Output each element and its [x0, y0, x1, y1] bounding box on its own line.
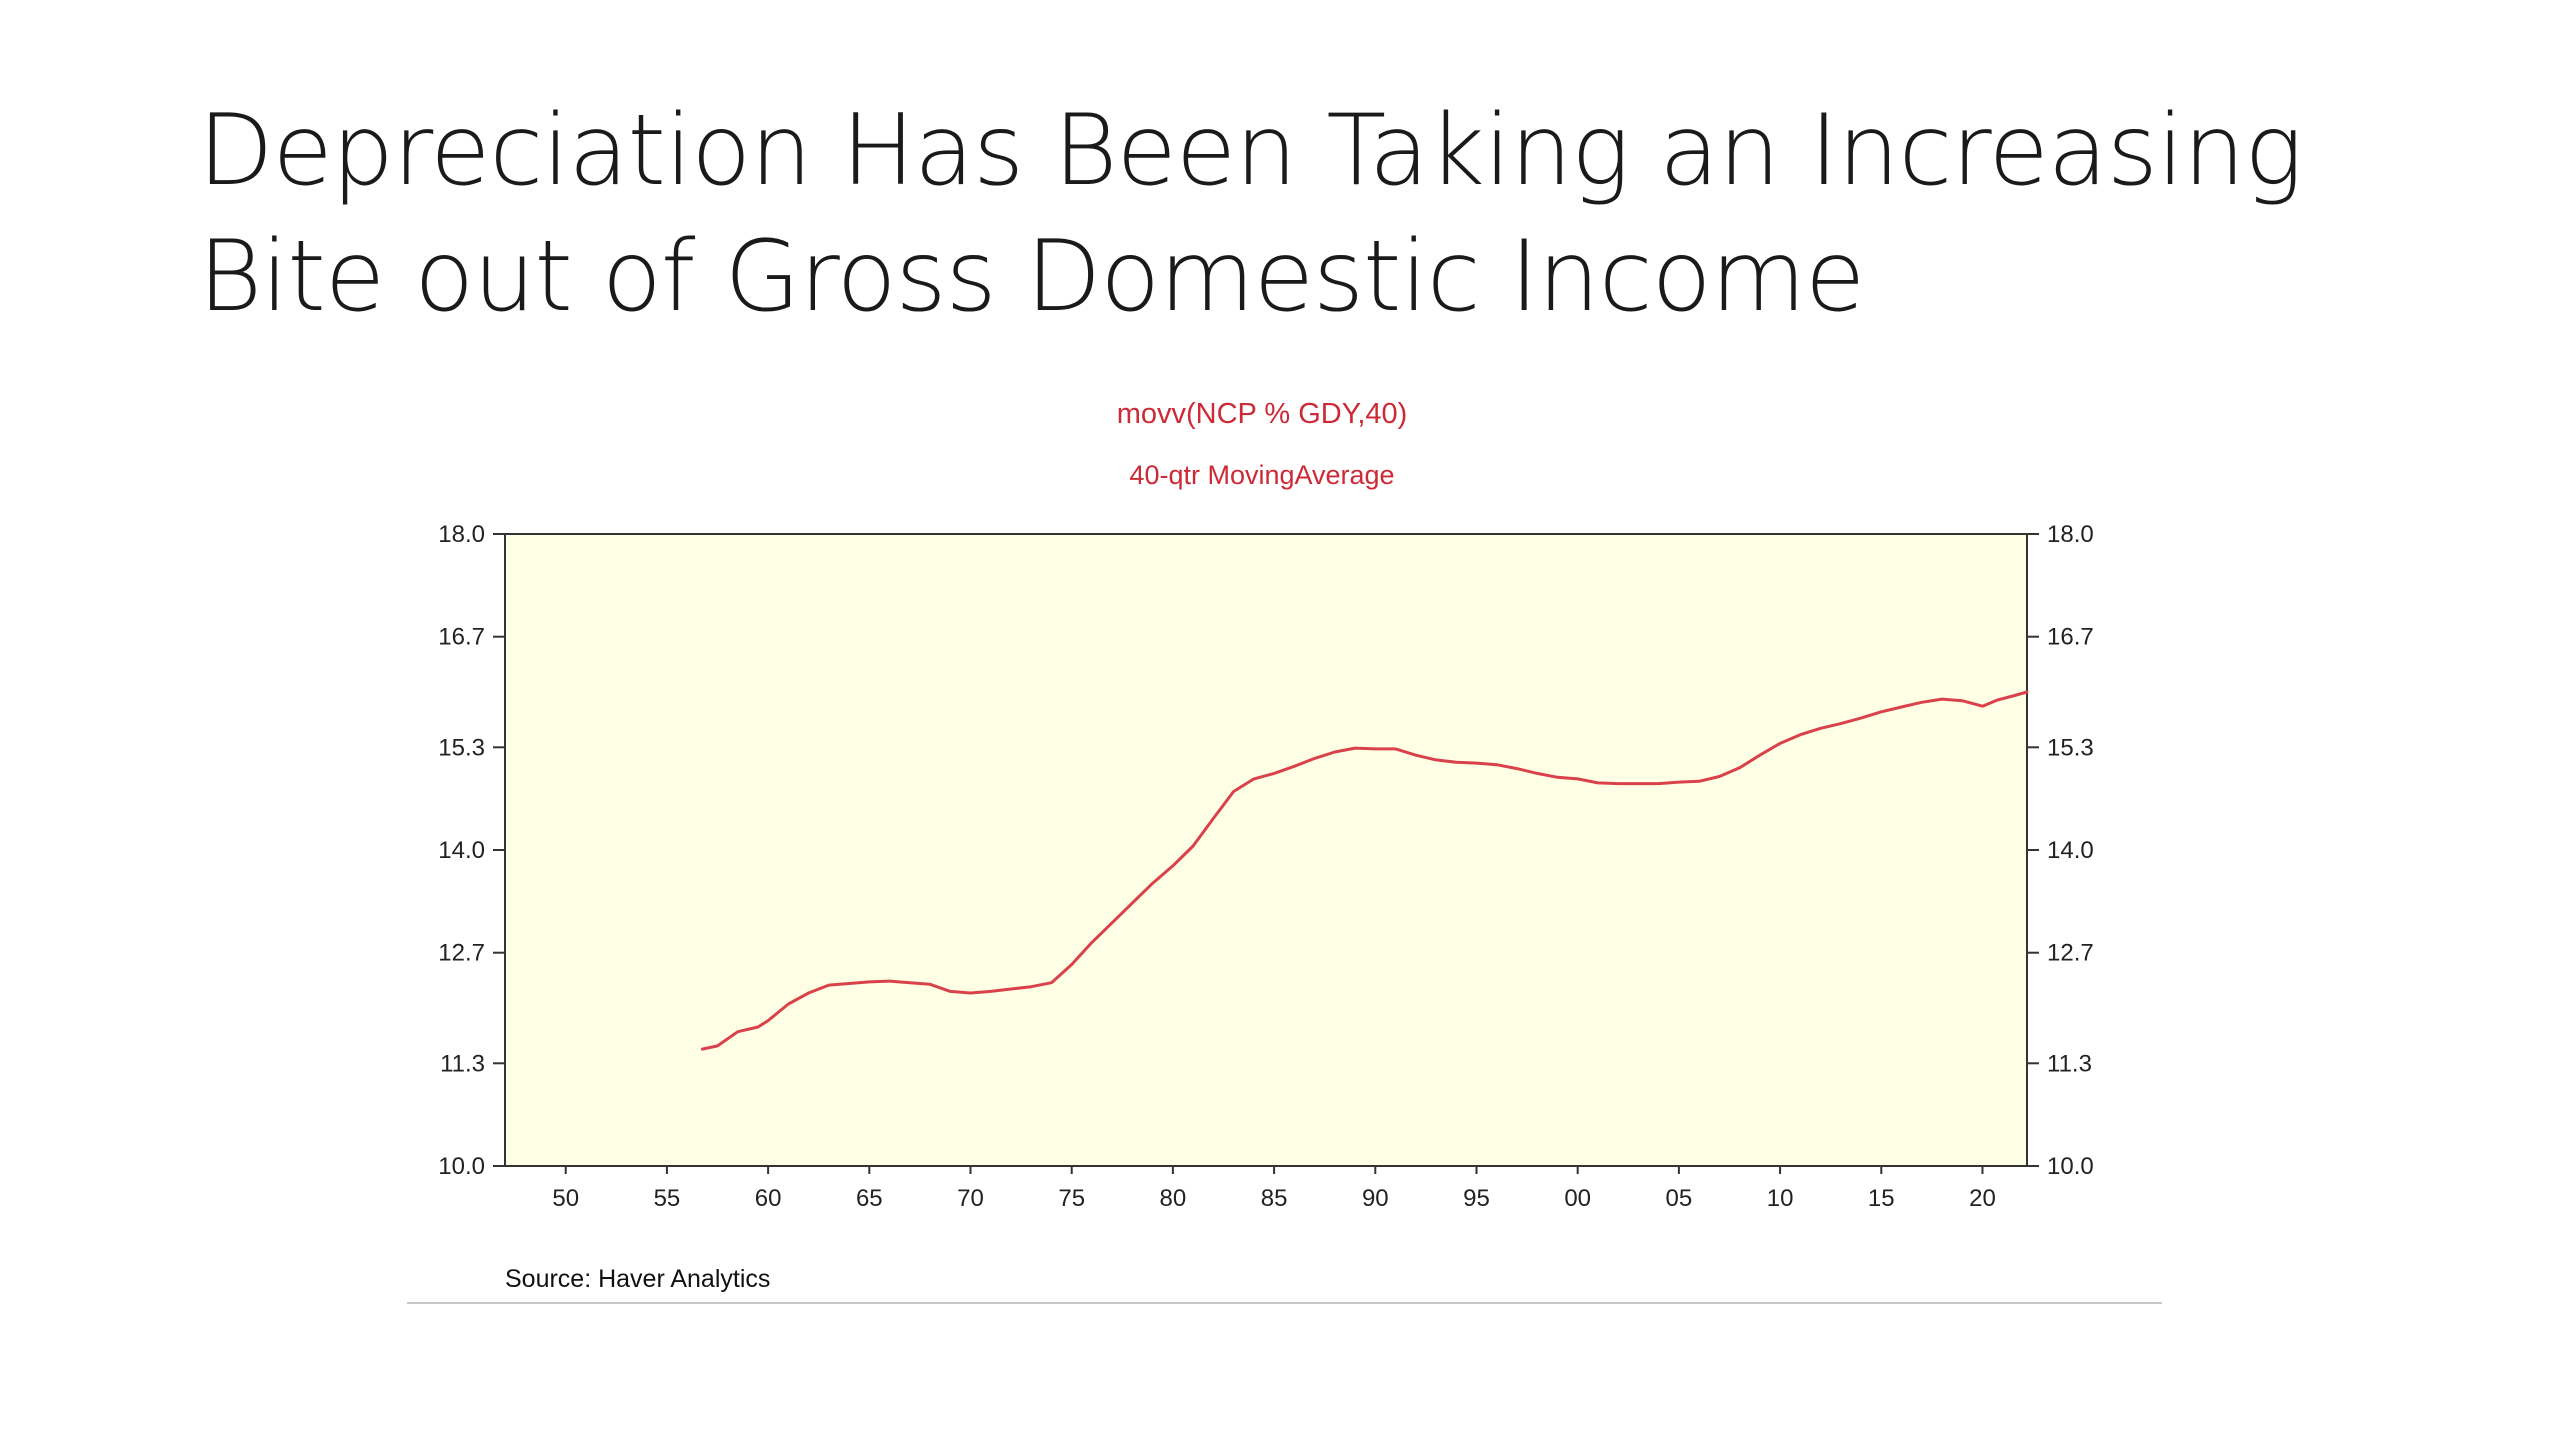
x-tick-label: 70	[957, 1185, 984, 1212]
x-tick-label: 10	[1767, 1185, 1794, 1212]
y-tick-label-left: 11.3	[440, 1050, 485, 1077]
y-tick-label-right: 16.7	[2047, 624, 2094, 651]
y-tick-label-left: 16.7	[438, 624, 485, 651]
chart-subtitle: 40-qtr MovingAverage	[1129, 460, 1394, 490]
plot-area	[504, 533, 2028, 1167]
y-tick-label-right: 10.0	[2047, 1153, 2094, 1180]
y-tick-label-right: 11.3	[2047, 1050, 2092, 1077]
y-tick-label-left: 18.0	[438, 521, 485, 548]
x-tick-label: 15	[1868, 1185, 1895, 1212]
slide-title-line-1: Depreciation Has Been Taking an Increasi…	[198, 94, 2303, 208]
y-tick-label-left: 14.0	[438, 837, 485, 864]
slide-title: Depreciation Has Been Taking an Increasi…	[198, 88, 2448, 340]
y-axis-left: 10.0 11.3 12.7 14.0 15.3 16.7 18.0	[438, 521, 505, 1180]
y-tick-label-right: 18.0	[2047, 521, 2094, 548]
x-tick-label: 50	[552, 1185, 579, 1212]
x-tick-label: 95	[1463, 1185, 1490, 1212]
x-tick-label: 60	[755, 1185, 782, 1212]
x-tick-label: 85	[1261, 1185, 1288, 1212]
y-tick-label-left: 12.7	[438, 940, 485, 967]
x-tick-label: 90	[1362, 1185, 1389, 1212]
y-tick-label-right: 14.0	[2047, 837, 2094, 864]
source-note: Source: Haver Analytics	[505, 1265, 770, 1293]
x-tick-label: 05	[1666, 1185, 1693, 1212]
y-tick-label-right: 12.7	[2047, 940, 2094, 967]
x-tick-label: 00	[1564, 1185, 1591, 1212]
x-tick-label: 55	[654, 1185, 681, 1212]
y-tick-label-right: 15.3	[2047, 734, 2094, 761]
x-tick-label: 80	[1160, 1185, 1187, 1212]
x-axis: 50 55 60 65 70 75 80 85 90 95 00 05 10 15 20	[552, 1166, 1996, 1212]
y-axis-right: 10.0 11.3 12.7 14.0 15.3 16.7 18.0	[2027, 521, 2094, 1180]
y-tick-label-left: 15.3	[438, 734, 485, 761]
chart-title: movv(NCP % GDY,40)	[1117, 398, 1408, 430]
x-tick-label: 20	[1969, 1185, 1996, 1212]
series-layer	[700, 690, 2029, 1051]
y-tick-label-left: 10.0	[438, 1153, 485, 1180]
x-tick-label: 65	[856, 1185, 883, 1212]
x-tick-label: 75	[1058, 1185, 1085, 1212]
series-line	[700, 690, 2029, 1051]
slide-title-line-2: Bite out of Gross Domestic Income	[198, 220, 1865, 334]
